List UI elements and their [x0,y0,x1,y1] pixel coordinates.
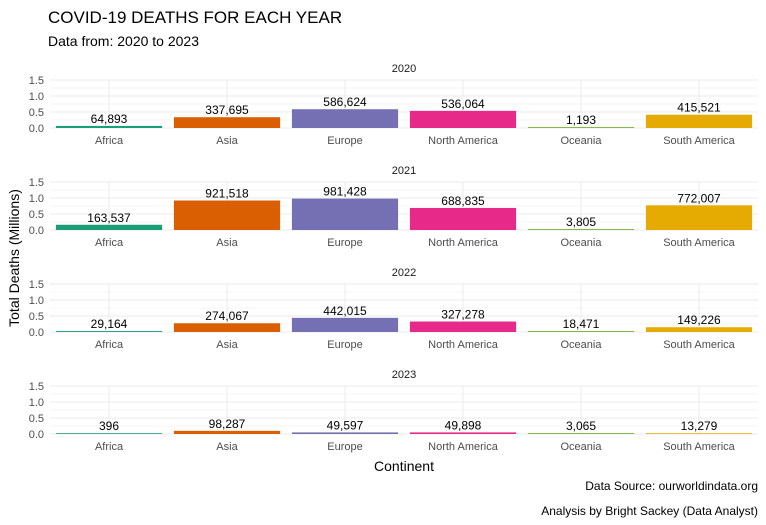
data-label: 163,537 [87,211,131,225]
x-tick-label: Asia [216,237,238,249]
y-tick-label: 0.5 [29,209,44,221]
data-label: 3,065 [566,419,596,433]
data-label: 149,226 [677,313,721,327]
x-tick-label: South America [663,339,735,351]
facet-label-2023: 2023 [392,369,416,381]
y-tick-label: 1.0 [29,91,44,103]
data-label: 415,521 [677,101,721,115]
x-tick-label: North America [428,237,499,249]
facet-label-2020: 2020 [392,63,416,75]
x-tick-label: Oceania [561,135,603,147]
data-label: 1,193 [566,113,596,127]
data-label: 337,695 [205,103,249,117]
x-tick-label: Oceania [561,441,603,453]
data-label: 396 [99,419,119,433]
x-tick-label: Asia [216,441,238,453]
y-tick-label: 0.0 [29,327,44,339]
y-tick-label: 1.5 [29,381,44,393]
bar-2023-asia [173,430,281,434]
y-tick-label: 1.5 [29,177,44,189]
x-tick-label: Africa [95,441,124,453]
x-axis-title: Continent [374,458,434,474]
y-tick-label: 0.0 [29,225,44,237]
data-label: 18,471 [563,317,600,331]
bar-2020-africa [55,125,163,128]
bar-2023-north-america [409,432,517,434]
facet-label-2021: 2021 [392,165,416,177]
chart-subtitle: Data from: 2020 to 2023 [48,33,199,49]
bar-2021-oceania [527,229,635,230]
data-label: 98,287 [209,417,246,431]
bar-2020-asia [173,117,281,128]
x-tick-label: Europe [327,237,362,249]
y-tick-label: 0.0 [29,429,44,441]
x-tick-label: Europe [327,339,362,351]
y-tick-label: 0.5 [29,413,44,425]
y-tick-label: 1.0 [29,397,44,409]
data-label: 49,898 [445,418,482,432]
data-label: 921,518 [205,187,249,201]
y-tick-label: 1.5 [29,75,44,87]
bar-2022-north-america [409,321,517,332]
bar-2021-europe [291,198,399,230]
data-label: 442,015 [323,304,367,318]
data-label: 3,805 [566,215,596,229]
x-tick-label: Europe [327,135,362,147]
data-label: 586,624 [323,95,367,109]
x-tick-label: Asia [216,339,238,351]
data-label: 29,164 [91,317,128,331]
bar-2022-oceania [527,331,635,332]
y-tick-label: 1.5 [29,279,44,291]
bar-2023-europe [291,432,399,434]
x-tick-label: Africa [95,237,124,249]
bar-2021-asia [173,200,281,230]
data-label: 49,597 [327,418,364,432]
bar-2023-south-america [645,433,753,434]
x-tick-label: Oceania [561,237,603,249]
bar-2020-south-america [645,114,753,128]
y-tick-label: 0.0 [29,123,44,135]
bar-2023-africa [55,433,163,434]
bar-2020-oceania [527,127,635,128]
data-label: 274,067 [205,309,249,323]
bar-2022-asia [173,323,281,332]
y-tick-label: 0.5 [29,311,44,323]
facet-label-2022: 2022 [392,267,416,279]
x-tick-label: North America [428,339,499,351]
x-tick-label: Europe [327,441,362,453]
data-label: 688,835 [441,194,485,208]
data-label: 13,279 [681,419,718,433]
data-label: 772,007 [677,191,721,205]
y-tick-label: 1.0 [29,295,44,307]
x-tick-label: Africa [95,339,124,351]
x-tick-label: South America [663,135,735,147]
y-axis-title: Total Deaths (Millions) [6,189,22,327]
x-tick-label: South America [663,441,735,453]
bar-2021-north-america [409,207,517,230]
data-label: 64,893 [91,112,128,126]
bar-2022-africa [55,331,163,332]
bar-2021-africa [55,224,163,230]
bar-2020-europe [291,109,399,128]
chart-title: COVID-19 DEATHS FOR EACH YEAR [48,8,343,27]
data-label: 327,278 [441,308,485,322]
y-tick-label: 1.0 [29,193,44,205]
x-tick-label: North America [428,135,499,147]
bar-2020-north-america [409,110,517,128]
y-tick-label: 0.5 [29,107,44,119]
analysis-credit-caption: Analysis by Bright Sackey (Data Analyst) [541,504,758,518]
bar-2023-oceania [527,433,635,434]
x-tick-label: South America [663,237,735,249]
data-source-caption: Data Source: ourworldindata.org [585,479,758,493]
data-label: 536,064 [441,97,485,111]
x-tick-label: Asia [216,135,238,147]
bar-2022-europe [291,317,399,332]
x-tick-label: North America [428,441,499,453]
bar-2022-south-america [645,327,753,332]
bar-2021-south-america [645,205,753,230]
data-label: 981,428 [323,185,367,199]
x-tick-label: Africa [95,135,124,147]
x-tick-label: Oceania [561,339,603,351]
